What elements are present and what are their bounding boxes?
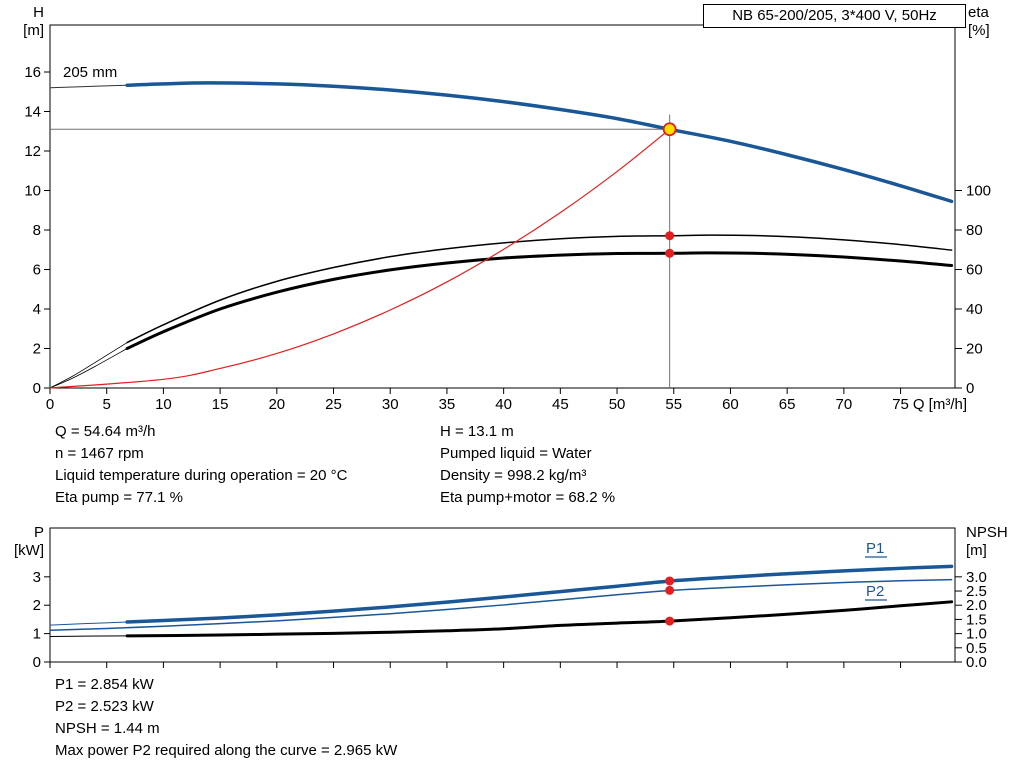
y-left-axis-label: [m] [23,22,44,39]
x-axis-label: Q [m³/h] [913,396,967,413]
y-left-tick-label: 2 [33,341,41,358]
info-flow: Q = 54.64 m³/h [55,423,156,440]
x-tick-label: 30 [382,396,399,413]
y-right-tick-label: 1.0 [966,626,987,643]
eta-pump-motor-leadin [49,348,128,389]
p2-curve [49,578,953,631]
x-tick-label: 55 [665,396,682,413]
y-right-tick-label: 80 [966,222,983,239]
y-left-tick-label: 1 [33,626,41,643]
y-left-tick-label: 4 [33,301,41,318]
y-left-tick-label: 6 [33,262,41,279]
eta-pump-point [665,231,675,241]
y-right-axis-label: [%] [968,22,990,39]
y-right-axis-label: [m] [966,542,987,559]
y-left-tick-label: 3 [33,569,41,586]
npsh-point [665,616,675,626]
x-tick-label: 5 [103,396,111,413]
eta-pump-curve [126,234,953,344]
h-curve-leadin [49,84,128,89]
npsh-curve [125,600,954,638]
y-left-tick-label: 0 [33,380,41,397]
qh-eta-chart-frame [49,24,956,389]
y-left-tick-label: 8 [33,222,41,239]
x-tick-label: 15 [212,396,229,413]
y-right-tick-label: 2.5 [966,583,987,600]
eta-pump-leadin [49,342,128,389]
info-liquid-temp: Liquid temperature during operation = 20… [55,467,348,484]
y-left-tick-label: 12 [24,143,41,160]
eta-pump-motor-curve [125,251,954,351]
x-tick-label: 75 [892,396,909,413]
p1-leadin [49,621,128,626]
power-npsh-chart-frame [49,527,956,663]
info-npsh: NPSH = 1.44 m [55,720,160,737]
info-head: H = 13.1 m [440,423,514,440]
x-tick-label: 25 [325,396,342,413]
y-right-tick-label: 20 [966,341,983,358]
x-tick-label: 0 [46,396,54,413]
y-right-tick-label: 100 [966,183,991,200]
h-curve-205mm [125,81,954,204]
duty-point[interactable] [662,122,677,137]
y-left-axis-label: [kW] [14,542,44,559]
p1-point [665,576,675,586]
x-tick-label: 70 [836,396,853,413]
impeller-size-label: 205 mm [63,64,117,81]
p2-point [665,585,675,595]
y-right-tick-label: 40 [966,301,983,318]
pump-title-box: NB 65-200/205, 3*400 V, 50Hz [703,4,966,28]
y-right-tick-label: 0 [966,380,974,397]
x-tick-label: 10 [155,396,172,413]
eta-pump-motor-point [665,248,675,258]
x-tick-label: 60 [722,396,739,413]
y-right-tick-label: 0.5 [966,640,987,657]
info-pumped-liquid: Pumped liquid = Water [440,445,592,462]
y-left-tick-label: 0 [33,654,41,671]
info-eta-pump: Eta pump = 77.1 % [55,489,183,506]
y-right-tick-label: 60 [966,262,983,279]
npsh-leadin [49,635,128,637]
y-left-tick-label: 16 [24,64,41,81]
y-left-tick-label: 14 [24,104,41,121]
y-right-tick-label: 3.0 [966,569,987,586]
y-left-axis-label: P [34,524,44,541]
p2-label: P2 [866,583,884,600]
y-right-axis-label: NPSH [966,524,1008,541]
y-right-tick-label: 1.5 [966,611,987,628]
duty-info-right: H = 13.1 m Pumped liquid = Water Density… [440,421,615,509]
info-p2: P2 = 2.523 kW [55,698,154,715]
info-p1: P1 = 2.854 kW [55,676,154,693]
x-tick-label: 20 [268,396,285,413]
x-tick-label: 65 [779,396,796,413]
power-info: P1 = 2.854 kW P2 = 2.523 kW NPSH = 1.44 … [55,674,397,762]
y-left-axis-label: H [33,4,44,21]
y-right-tick-label: 0.0 [966,654,987,671]
y-right-tick-label: 2.0 [966,597,987,614]
system-curve [49,128,671,389]
info-speed: n = 1467 rpm [55,445,144,462]
p1-curve [125,564,954,624]
info-density: Density = 998.2 kg/m³ [440,467,587,484]
duty-info-left: Q = 54.64 m³/h n = 1467 rpm Liquid tempe… [55,421,347,509]
y-left-tick-label: 10 [24,183,41,200]
x-tick-label: 35 [439,396,456,413]
y-right-axis-label: eta [968,4,990,21]
info-max-power: Max power P2 required along the curve = … [55,742,398,759]
info-eta-pump-motor: Eta pump+motor = 68.2 % [440,489,616,506]
p1-label: P1 [866,540,884,557]
x-tick-label: 40 [495,396,512,413]
x-tick-label: 50 [609,396,626,413]
x-tick-label: 45 [552,396,569,413]
y-left-tick-label: 2 [33,597,41,614]
